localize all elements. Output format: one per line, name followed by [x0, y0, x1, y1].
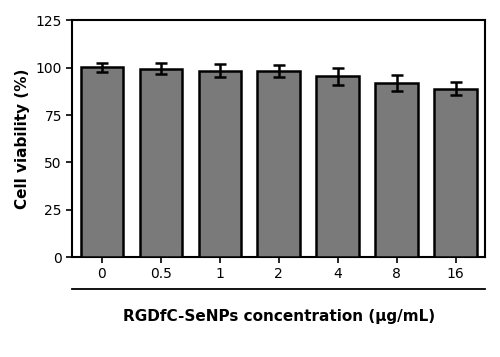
Bar: [80, 67, 123, 257]
Bar: [376, 83, 418, 257]
Bar: [140, 69, 182, 257]
Bar: [434, 89, 476, 257]
Y-axis label: Cell viability (%): Cell viability (%): [15, 69, 30, 209]
Bar: [316, 76, 359, 257]
Bar: [258, 71, 300, 257]
Text: RGDfC-SeNPs concentration (µg/mL): RGDfC-SeNPs concentration (µg/mL): [122, 309, 434, 324]
Bar: [198, 71, 241, 257]
